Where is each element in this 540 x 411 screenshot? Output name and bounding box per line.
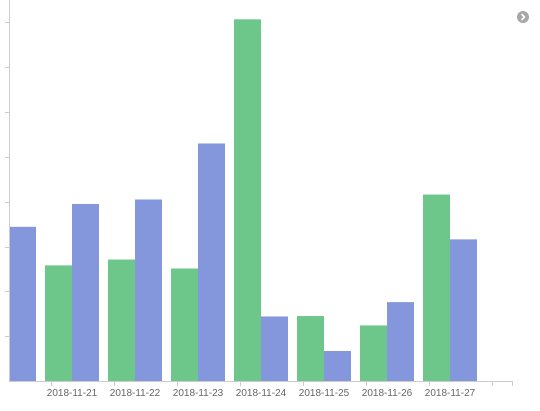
next-page-button[interactable] <box>517 11 529 23</box>
x-tick-label-2018-11-24: 2018-11-24 <box>236 388 287 399</box>
bar-series-1-2018-11-23[interactable] <box>171 268 198 381</box>
x-tick-labels: 2018-11-21 2018-11-22 2018-11-23 2018-11-24… <box>47 388 476 399</box>
x-tick-label-2018-11-26: 2018-11-26 <box>362 388 413 399</box>
bar-series-1-2018-11-22[interactable] <box>108 259 135 381</box>
bar-series-1-2018-11-25[interactable] <box>297 316 324 381</box>
bar-series-2-cat-0[interactable] <box>9 226 36 381</box>
bar-series-1-cat-0[interactable] <box>0 72 9 381</box>
x-tick-label-2018-11-23: 2018-11-23 <box>173 388 224 399</box>
x-tick-label-2018-11-21: 2018-11-21 <box>47 388 98 399</box>
bar-series-1-2018-11-21[interactable] <box>45 265 72 381</box>
x-tick-label-2018-11-22: 2018-11-22 <box>110 388 161 399</box>
bars-layer <box>0 19 477 381</box>
bar-series-1-2018-11-26[interactable] <box>360 325 387 381</box>
bar-series-1-2018-11-24[interactable] <box>234 19 261 381</box>
x-tick-label-2018-11-27: 2018-11-27 <box>425 388 476 399</box>
axis-layer <box>5 0 513 386</box>
bar-series-2-2018-11-22[interactable] <box>135 199 162 381</box>
bar-series-2-2018-11-24[interactable] <box>261 316 288 381</box>
bar-series-2-2018-11-23[interactable] <box>198 143 225 381</box>
x-tick-label-2018-11-25: 2018-11-25 <box>299 388 350 399</box>
bar-series-2-2018-11-25[interactable] <box>324 350 351 381</box>
chevron-right-icon <box>521 13 526 21</box>
bar-series-1-2018-11-27[interactable] <box>423 194 450 381</box>
bar-series-2-2018-11-21[interactable] <box>72 203 99 381</box>
bar-series-2-2018-11-26[interactable] <box>387 302 414 381</box>
bar-series-2-2018-11-27[interactable] <box>450 239 477 381</box>
